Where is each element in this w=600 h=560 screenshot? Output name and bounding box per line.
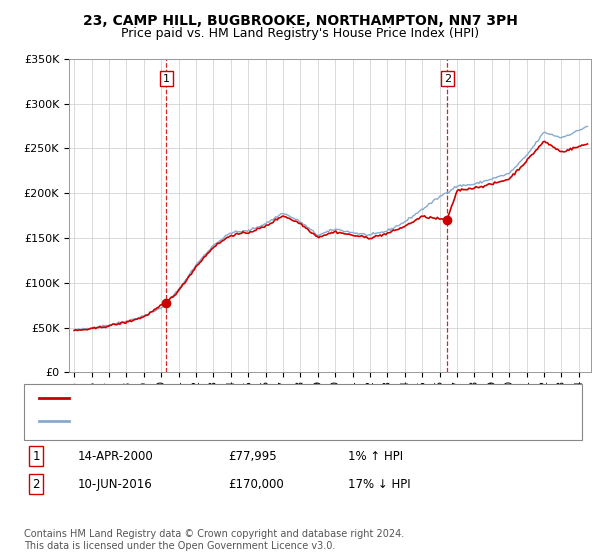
Text: Contains HM Land Registry data © Crown copyright and database right 2024.
This d: Contains HM Land Registry data © Crown c…	[24, 529, 404, 551]
Text: 1% ↑ HPI: 1% ↑ HPI	[348, 450, 403, 463]
Text: 1: 1	[163, 73, 170, 83]
Text: 1: 1	[32, 450, 40, 463]
Text: 23, CAMP HILL, BUGBROOKE, NORTHAMPTON, NN7 3PH: 23, CAMP HILL, BUGBROOKE, NORTHAMPTON, N…	[83, 14, 517, 28]
Text: 10-JUN-2016: 10-JUN-2016	[78, 478, 153, 491]
Text: 14-APR-2000: 14-APR-2000	[78, 450, 154, 463]
Text: £170,000: £170,000	[228, 478, 284, 491]
Text: 23, CAMP HILL, BUGBROOKE, NORTHAMPTON, NN7 3PH (semi-detached house): 23, CAMP HILL, BUGBROOKE, NORTHAMPTON, N…	[72, 393, 514, 403]
Text: Price paid vs. HM Land Registry's House Price Index (HPI): Price paid vs. HM Land Registry's House …	[121, 27, 479, 40]
Text: £77,995: £77,995	[228, 450, 277, 463]
Text: 2: 2	[32, 478, 40, 491]
Text: 17% ↓ HPI: 17% ↓ HPI	[348, 478, 410, 491]
Text: 2: 2	[444, 73, 451, 83]
Text: HPI: Average price, semi-detached house, West Northamptonshire: HPI: Average price, semi-detached house,…	[72, 416, 442, 426]
